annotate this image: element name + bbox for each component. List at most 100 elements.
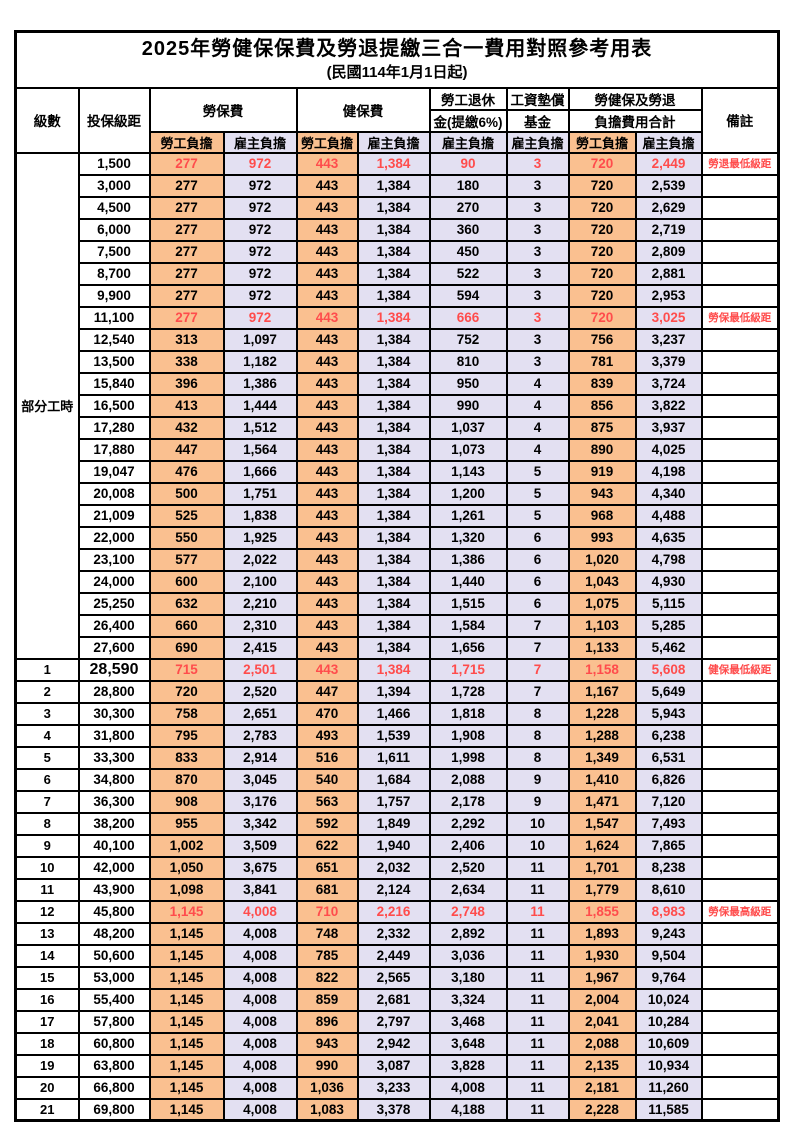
table-row: 7 36,300 908 3,176 563 1,757 2,178 9 1,471 7,120: [14, 789, 780, 814]
cell-health-employer: 1,384: [356, 481, 431, 506]
cell-health-employer: 3,378: [356, 1097, 431, 1122]
cell-health-employee: 443: [295, 173, 359, 198]
level-cell: 21: [14, 1097, 80, 1122]
header-health-insurance: 健保費: [295, 86, 431, 133]
cell-total-employer: 3,937: [634, 415, 703, 440]
cell-labor-employee: 1,145: [148, 943, 225, 968]
header-row-3: 勞工負擔 雇主負擔 勞工負擔 雇主負擔 雇主負擔 雇主負擔 勞工負擔 雇主負擔: [16, 130, 779, 154]
cell-labor-employee: 870: [148, 767, 225, 792]
cell-total-employee: 720: [567, 151, 637, 176]
remark-cell: [700, 1075, 780, 1100]
cell-labor-employee: 277: [148, 151, 225, 176]
cell-total-employer: 5,649: [634, 679, 703, 704]
bracket-cell: 26,400: [77, 613, 151, 638]
cell-total-employee: 1,020: [567, 547, 637, 572]
cell-total-employer: 5,285: [634, 613, 703, 638]
cell-pension-employer: 2,406: [428, 833, 508, 858]
cell-labor-employer: 4,008: [222, 1009, 298, 1034]
cell-health-employer: 2,124: [356, 877, 431, 902]
cell-labor-employee: 447: [148, 437, 225, 462]
table-row: 19,047 476 1,666 443 1,384 1,143 5 919 4,198: [16, 459, 780, 484]
remark-cell: [700, 701, 780, 726]
cell-health-employer: 1,849: [356, 811, 431, 836]
bracket-cell: 25,250: [77, 591, 151, 616]
cell-pension-employer: 3,036: [428, 943, 508, 968]
cell-wage-fund-employer: 4: [505, 415, 570, 440]
cell-pension-employer: 90: [428, 151, 508, 176]
cell-labor-employer: 2,520: [222, 679, 298, 704]
cell-pension-employer: 2,520: [428, 855, 508, 880]
table-row: 11 43,900 1,098 3,841 681 2,124 2,634 11 1,779 8,…: [14, 877, 780, 902]
table-row: 15 53,000 1,145 4,008 822 2,565 3,180 11 1,967 9,…: [14, 965, 780, 990]
cell-pension-employer: 2,748: [428, 899, 508, 924]
cell-total-employer: 3,237: [634, 327, 703, 352]
cell-labor-employer: 4,008: [222, 1031, 298, 1056]
cell-total-employee: 1,158: [567, 657, 637, 682]
cell-pension-employer: 1,656: [428, 635, 508, 660]
level-cell: 5: [14, 745, 80, 770]
level-cell: 15: [14, 965, 80, 990]
cell-total-employer: 8,610: [634, 877, 703, 902]
bracket-cell: 33,300: [77, 745, 151, 770]
cell-wage-fund-employer: 11: [505, 1009, 570, 1034]
remark-cell: 健保最低級距: [700, 657, 780, 682]
cell-wage-fund-employer: 8: [505, 723, 570, 748]
cell-total-employer: 3,724: [634, 371, 703, 396]
bracket-cell: 50,600: [77, 943, 151, 968]
bracket-cell: 9,900: [77, 283, 151, 308]
cell-total-employee: 1,930: [567, 943, 637, 968]
cell-total-employer: 8,983: [634, 899, 703, 924]
cell-health-employer: 1,384: [356, 437, 431, 462]
cell-total-employee: 720: [567, 173, 637, 198]
level-cell: 10: [14, 855, 80, 880]
cell-health-employee: 443: [295, 635, 359, 660]
remark-cell: [700, 877, 780, 902]
remark-cell: [700, 283, 780, 308]
remark-cell: [700, 503, 780, 528]
cell-labor-employee: 660: [148, 613, 225, 638]
cell-total-employee: 720: [567, 195, 637, 220]
cell-pension-employer: 4,008: [428, 1075, 508, 1100]
level-cell: 12: [14, 899, 80, 924]
cell-health-employer: 2,449: [356, 943, 431, 968]
cell-total-employee: 720: [567, 239, 637, 264]
table-row: 19 63,800 1,145 4,008 990 3,087 3,828 11 2,135 10…: [14, 1053, 780, 1078]
cell-wage-fund-employer: 6: [505, 591, 570, 616]
bracket-cell: 30,300: [77, 701, 151, 726]
cell-health-employer: 1,384: [356, 173, 431, 198]
cell-pension-employer: 1,584: [428, 613, 508, 638]
remark-cell: [700, 1009, 780, 1034]
remark-cell: [700, 833, 780, 858]
cell-wage-fund-employer: 5: [505, 503, 570, 528]
level-cell: 8: [14, 811, 80, 836]
table-row: 11,100 277 972 443 1,384 666 3 720 3,025 勞保最低級距: [16, 305, 780, 330]
cell-health-employee: 651: [295, 855, 359, 880]
remark-cell: 勞退最低級距: [700, 151, 780, 176]
cell-wage-fund-employer: 8: [505, 701, 570, 726]
cell-wage-fund-employer: 5: [505, 481, 570, 506]
cell-labor-employee: 1,145: [148, 987, 225, 1012]
cell-total-employer: 2,539: [634, 173, 703, 198]
cell-total-employee: 720: [567, 305, 637, 330]
remark-cell: [700, 1097, 780, 1122]
cell-pension-employer: 522: [428, 261, 508, 286]
cell-labor-employer: 1,512: [222, 415, 298, 440]
cell-health-employee: 822: [295, 965, 359, 990]
cell-health-employee: 443: [295, 195, 359, 220]
cell-total-employer: 6,238: [634, 723, 703, 748]
cell-wage-fund-employer: 4: [505, 371, 570, 396]
cell-labor-employer: 2,651: [222, 701, 298, 726]
cell-health-employer: 1,611: [356, 745, 431, 770]
cell-health-employee: 563: [295, 789, 359, 814]
level-cell: 14: [14, 943, 80, 968]
cell-labor-employer: 2,100: [222, 569, 298, 594]
bracket-cell: 16,500: [77, 393, 151, 418]
cell-health-employee: 443: [295, 591, 359, 616]
table-row: 17,880 447 1,564 443 1,384 1,073 4 890 4,025: [16, 437, 780, 462]
remark-cell: 勞保最高級距: [700, 899, 780, 924]
bracket-cell: 17,280: [77, 415, 151, 440]
cell-wage-fund-employer: 6: [505, 547, 570, 572]
cell-pension-employer: 1,073: [428, 437, 508, 462]
header-health-employee: 勞工負擔: [295, 130, 359, 154]
remark-cell: 勞保最低級距: [700, 305, 780, 330]
